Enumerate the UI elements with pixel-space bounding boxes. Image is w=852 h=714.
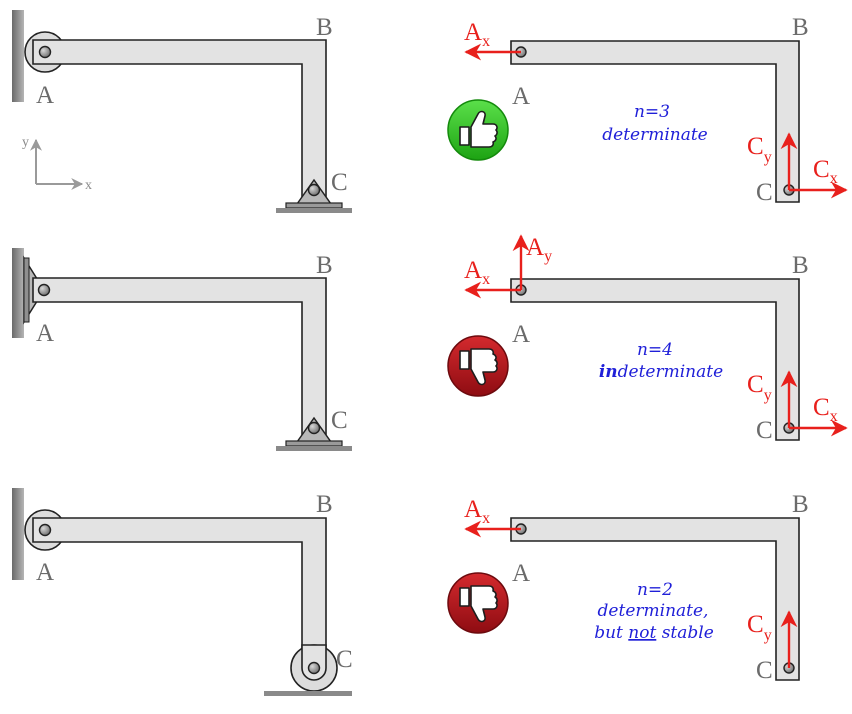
- force-cy-label: Cy: [747, 371, 772, 404]
- pin-a: [37, 283, 51, 297]
- frame-member: [32, 517, 327, 669]
- label-a: A: [512, 560, 530, 587]
- ground: [276, 208, 352, 213]
- force-ax-label: Ax: [464, 257, 490, 288]
- force-cy-label: Cy: [747, 133, 772, 166]
- thumbs-down-icon: [447, 572, 509, 634]
- case-3-structure: A B C: [12, 488, 353, 696]
- note-line-3: but not stable: [594, 623, 714, 643]
- support-base: [285, 202, 343, 209]
- thumbs-up-icon: [447, 99, 509, 161]
- label-b: B: [316, 14, 333, 41]
- label-b: B: [792, 252, 809, 279]
- pin-c: [307, 421, 321, 435]
- support-base: [285, 440, 343, 447]
- note-line-1: n=4: [637, 340, 673, 360]
- label-a: A: [36, 82, 54, 109]
- label-c: C: [331, 169, 348, 196]
- note-line-2: determinate,: [598, 601, 709, 621]
- label-a: A: [512, 321, 530, 348]
- note-line-2: determinate: [602, 125, 708, 145]
- note-line-2: indeterminate: [599, 362, 723, 382]
- ground: [264, 691, 352, 696]
- label-c: C: [336, 646, 353, 673]
- coordinate-axes: y x: [22, 135, 92, 193]
- label-c: C: [756, 179, 773, 206]
- thumbs-down-icon: [447, 335, 509, 397]
- label-b: B: [316, 491, 333, 518]
- note-line-1: n=3: [634, 102, 670, 122]
- force-ax-label: Ax: [464, 19, 490, 50]
- label-a: A: [36, 320, 54, 347]
- y-axis-label: y: [22, 135, 29, 150]
- wall-support: [12, 248, 24, 338]
- label-b: B: [792, 14, 809, 41]
- force-cx-label: Cx: [813, 156, 838, 187]
- frame-member: [510, 40, 800, 203]
- label-c: C: [756, 657, 773, 684]
- label-b: B: [316, 252, 333, 279]
- frame-member: [32, 39, 327, 203]
- pin-a: [38, 45, 52, 59]
- case-2-free-body-diagram: A B C Ax Ay Cy Cx n=4 indeterminate: [447, 234, 848, 444]
- x-axis-label: x: [85, 178, 92, 193]
- pin-c: [307, 661, 321, 675]
- pin-a: [38, 523, 52, 537]
- label-c: C: [331, 407, 348, 434]
- wall-support: [12, 488, 24, 580]
- wall-support: [12, 10, 24, 102]
- ground: [276, 446, 352, 451]
- note-line-1: n=2: [637, 580, 673, 600]
- case-1-free-body-diagram: A B C Ax Cy Cx n=3 determinate: [447, 14, 848, 206]
- frame-member: [510, 278, 800, 441]
- label-b: B: [792, 491, 809, 518]
- case-1-structure: A B C y x: [12, 10, 352, 213]
- label-a: A: [36, 559, 54, 586]
- frame-member: [32, 277, 327, 441]
- case-2-structure: A B C: [12, 248, 352, 451]
- pin-c: [307, 183, 321, 197]
- force-cx-label: Cx: [813, 394, 838, 425]
- force-cy-label: Cy: [747, 611, 772, 644]
- force-ay-label: Ay: [526, 234, 552, 265]
- force-ax-label: Ax: [464, 496, 490, 527]
- label-a: A: [512, 83, 530, 110]
- label-c: C: [756, 417, 773, 444]
- frame-member: [510, 517, 800, 681]
- case-3-free-body-diagram: A B C Ax Cy n=2 determinate, but not sta…: [447, 491, 809, 684]
